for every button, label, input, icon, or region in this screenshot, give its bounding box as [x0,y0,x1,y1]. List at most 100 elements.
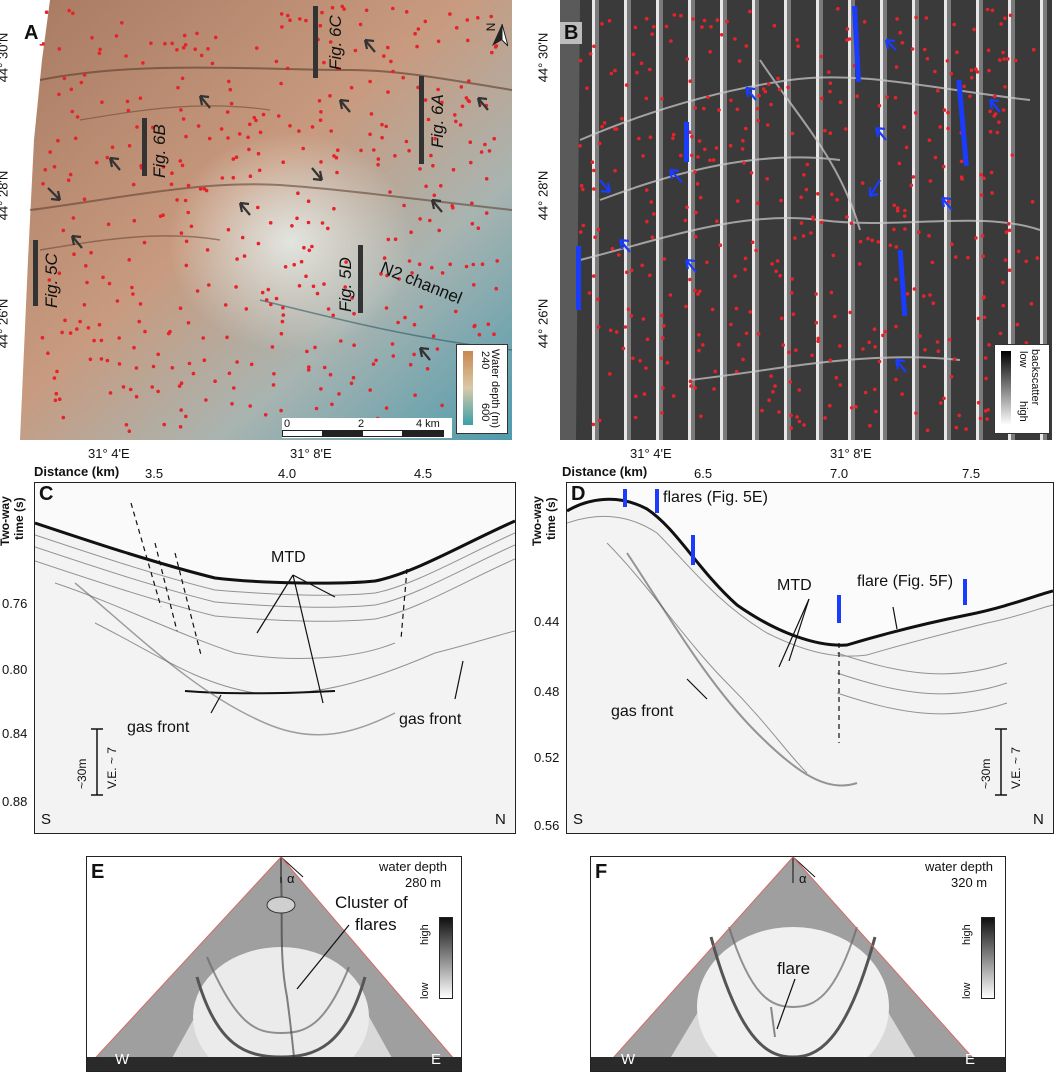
d-gas-front-label: gas front [611,703,674,720]
e-water-depth-label: water depth [379,859,447,874]
seep-point [668,293,673,297]
seep-point [105,358,110,363]
seep-point [131,182,136,187]
seep-point [795,38,799,42]
seep-point [895,206,900,210]
seep-point [999,22,1003,26]
seep-point [1030,200,1035,204]
seep-point [108,391,113,395]
seep-point [433,136,437,141]
seep-point [909,183,914,188]
seep-point [274,296,279,301]
seep-point [404,10,409,14]
seep-point [590,160,595,164]
seep-point [755,106,760,111]
seep-point [892,227,896,232]
seep-point [769,374,773,378]
seep-point [170,366,175,370]
seep-point [161,165,166,169]
seep-point [186,183,191,188]
seep-point [697,333,701,337]
seep-point [847,37,852,41]
seep-point [86,326,91,330]
seep-point [178,425,183,429]
seep-point [659,356,664,361]
seep-point [419,305,424,309]
seep-point [57,47,62,51]
seep-point [301,146,306,151]
seep-point [117,362,122,366]
seep-point [623,325,628,329]
seep-point [205,248,210,252]
seep-point [106,222,111,227]
seep-point [448,12,452,16]
seep-point [486,322,491,327]
seep-point [777,87,782,92]
c-dist-tick-45: 4.5 [414,466,433,481]
seep-point [256,241,261,246]
seep-point [302,245,306,250]
seep-point [72,252,76,256]
seep-point [773,384,777,388]
seep-point [979,193,984,197]
seep-point [933,69,937,74]
seep-point [61,415,66,420]
seep-point [426,117,431,122]
seep-point [624,83,629,87]
seep-point [650,32,654,36]
seep-point [92,338,96,343]
seep-point [685,57,690,61]
seep-point [494,286,499,291]
seep-point [665,360,670,365]
seep-point [206,47,210,51]
seep-point [858,262,862,266]
seep-point [403,315,407,320]
seep-point [928,293,932,297]
seep-point [1001,50,1005,55]
seep-point [465,18,470,22]
seep-point [719,33,724,37]
seep-point [350,296,354,300]
seep-point [954,425,959,430]
seep-point [231,157,236,161]
seep-point [913,111,918,115]
seep-point [729,322,733,327]
seep-point [319,387,323,391]
seep-point [423,19,428,24]
seep-point [344,260,348,264]
seep-point [329,129,334,133]
seep-point [334,155,339,160]
seep-point [744,126,748,131]
panel-e-water-column: E α water depth 280 m Cluster of flares … [86,856,462,1072]
seep-point [369,112,374,116]
seep-point [942,396,946,401]
seep-point [697,348,701,353]
seep-point [493,45,498,49]
seep-point [744,331,749,336]
seep-point [684,304,688,309]
seep-point [974,236,978,240]
seep-point [946,110,950,115]
b-lat-30: 44° 30'N [535,32,551,83]
seep-point [660,313,664,318]
seep-point [777,410,781,414]
b-lon-4: 31° 4'E [630,446,672,461]
seep-point [1024,341,1029,345]
seep-point [389,59,393,64]
seep-point [644,366,648,370]
seep-point [625,270,629,275]
seep-point [306,368,311,372]
seep-point [734,306,739,311]
seep-point [922,364,927,369]
seep-point [256,205,260,210]
d-distance-label: Distance (km) [562,464,648,479]
seep-point [660,411,664,415]
seep-point [184,134,188,139]
panel-e-letter: E [91,861,105,883]
seep-point [578,144,582,148]
seep-point [138,96,143,100]
seep-point [132,218,137,223]
seep-point [180,76,185,81]
seep-point [775,259,780,263]
seep-point [697,139,702,143]
